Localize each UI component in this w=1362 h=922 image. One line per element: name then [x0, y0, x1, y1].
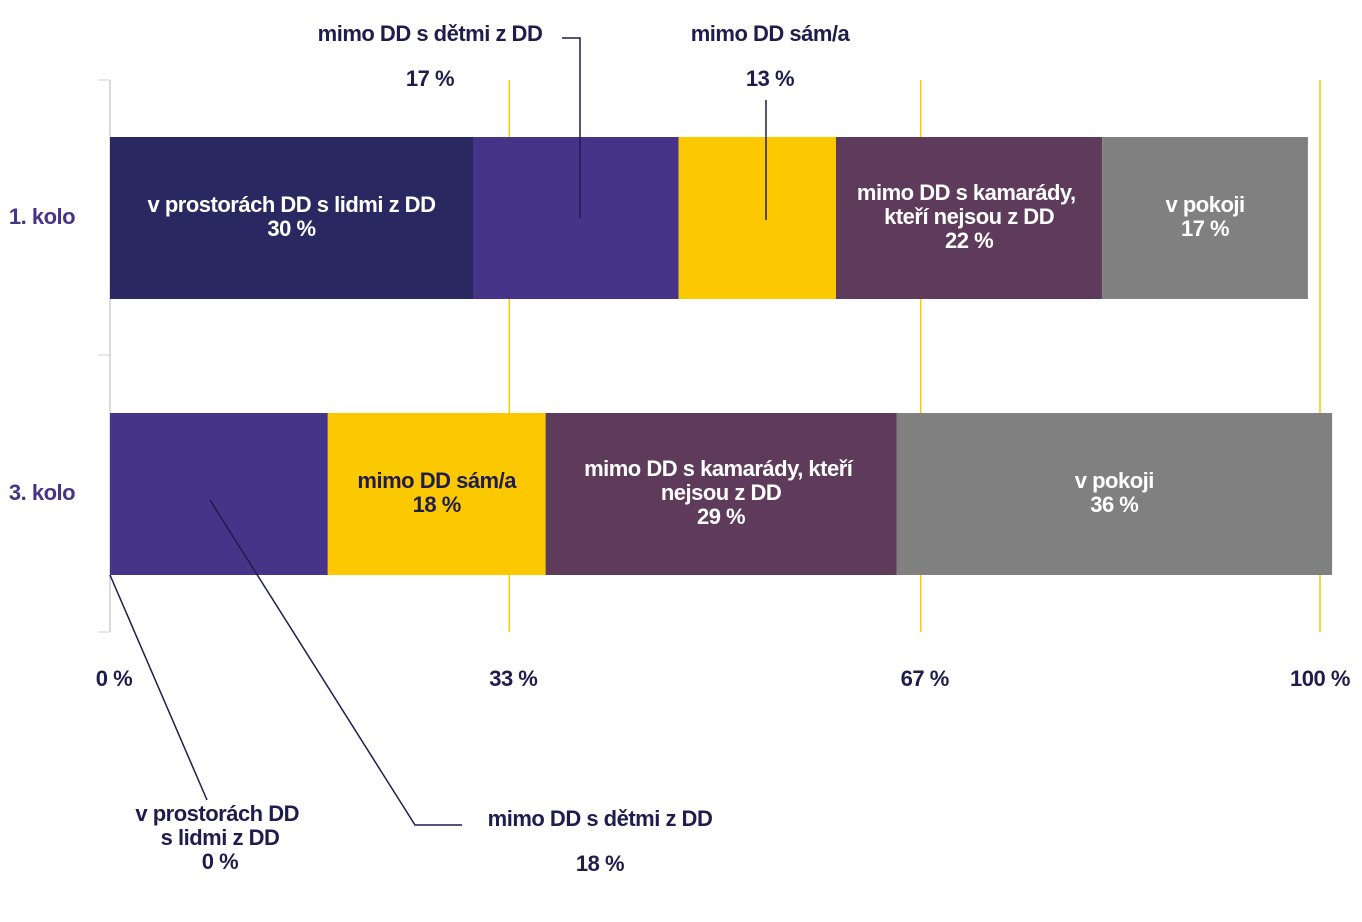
- callout-name: v prostorách DD s lidmi z DD: [135, 801, 304, 850]
- segment-name: v prostorách DD s lidmi z DD: [148, 192, 436, 217]
- callout-name: mimo DD s dětmi z DD: [318, 21, 543, 46]
- segment-value: 36 %: [1090, 492, 1138, 517]
- bar-segment: [836, 137, 1103, 299]
- segment-value: 17 %: [1181, 216, 1229, 241]
- segment-name: v pokoji: [1165, 192, 1244, 217]
- bar-segment: [327, 413, 546, 575]
- segment-name: v pokoji: [1075, 468, 1154, 493]
- bar-segment: [678, 137, 836, 299]
- y-tick-label: 1. kolo: [9, 204, 75, 229]
- bar-segment: [473, 137, 679, 299]
- callout-name: mimo DD s dětmi z DD: [488, 806, 713, 831]
- y-tick-label: 3. kolo: [9, 480, 75, 505]
- callout-name: mimo DD sám/a: [691, 21, 851, 46]
- callout-line: [109, 574, 208, 801]
- segment-name: mimo DD sám/a: [357, 468, 517, 493]
- bar-segment: [896, 413, 1333, 575]
- segment-name: mimo DD s kamarády, kteří nejsou z DD: [584, 456, 858, 505]
- x-tick-label: 100 %: [1290, 666, 1350, 691]
- callout-value: 13 %: [746, 66, 794, 91]
- callout-value: 18 %: [576, 851, 624, 876]
- callout-value: 0 %: [202, 849, 238, 874]
- segment-value: 22 %: [945, 228, 993, 253]
- bar-segment: [1102, 137, 1308, 299]
- x-tick-label: 33 %: [489, 666, 537, 691]
- segment-name: mimo DD s kamarády, kteří nejsou z DD: [857, 180, 1081, 229]
- segment-value: 29 %: [697, 504, 745, 529]
- x-tick-label: 0 %: [96, 666, 132, 691]
- bar-segment: [545, 413, 897, 575]
- callout-value: 17 %: [406, 66, 454, 91]
- segment-value: 18 %: [413, 492, 461, 517]
- bar-segment: [110, 413, 328, 575]
- x-tick-label: 67 %: [901, 666, 949, 691]
- bar-segment: [110, 137, 473, 299]
- callout-line: [562, 37, 581, 218]
- segment-value: 30 %: [267, 216, 315, 241]
- callout-line: [209, 499, 462, 826]
